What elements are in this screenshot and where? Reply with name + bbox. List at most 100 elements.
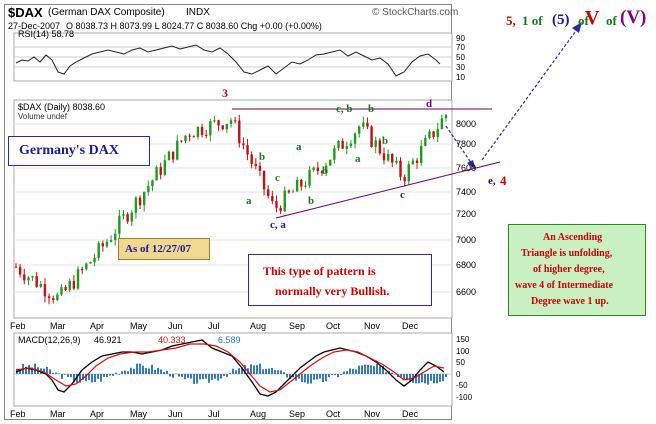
- macd-histogram-bar: [151, 364, 153, 374]
- macd-histogram-bar: [184, 374, 186, 380]
- candle-body: [217, 120, 220, 126]
- macd-histogram-bar: [331, 374, 333, 376]
- macd-histogram-bar: [136, 363, 138, 374]
- candle-body: [250, 154, 253, 164]
- rsi-tick: 50: [456, 53, 465, 62]
- macd-histogram-bar: [208, 374, 210, 383]
- macd-histogram-bar: [241, 367, 243, 374]
- candle-body: [18, 266, 22, 275]
- triangle-bottom-line: [275, 161, 501, 219]
- candle-body: [271, 195, 274, 202]
- top-wave-V: V: [585, 7, 600, 29]
- macd-histogram-bar: [223, 374, 225, 376]
- macd-histogram-bar: [106, 374, 108, 378]
- candle-body: [43, 284, 47, 297]
- macd-tick: 0: [456, 370, 461, 379]
- macd-histogram-bar: [154, 369, 156, 374]
- candle-body: [167, 151, 171, 161]
- candle-body: [333, 148, 336, 160]
- candle-body: [312, 167, 315, 170]
- macd-histogram-bar: [418, 374, 420, 384]
- macd-histogram-bar: [385, 372, 387, 374]
- macd-histogram-bar: [439, 374, 441, 382]
- month-label: Nov: [364, 321, 381, 331]
- macd-histogram-bar: [139, 363, 141, 374]
- macd-histogram-bar: [61, 374, 63, 379]
- candle-body: [204, 134, 208, 136]
- price-candles: [14, 113, 448, 305]
- price-tick: 6600: [456, 287, 477, 297]
- macd-histogram-bar: [391, 372, 393, 374]
- macd-histogram-bar: [436, 374, 438, 384]
- macd-histogram-bar: [334, 374, 336, 376]
- ascending-triangle-note: An Ascending Triangle is unfolding, of h…: [508, 224, 646, 316]
- macd-histogram-bar: [376, 364, 378, 374]
- month-label: Apr: [90, 321, 105, 331]
- candle-body: [114, 233, 117, 240]
- macd-histogram-bar: [58, 373, 60, 374]
- month-label: Nov: [364, 409, 381, 419]
- macd-histogram-bar: [379, 366, 381, 374]
- macd-histogram-bar: [25, 366, 27, 374]
- month-label: Sep: [289, 321, 306, 331]
- candle-body: [126, 214, 129, 222]
- candle-body: [105, 241, 109, 247]
- macd-value-2: 40.333: [158, 335, 186, 345]
- macd-histogram-bar: [157, 367, 159, 374]
- month-label: Dec: [402, 409, 419, 419]
- candle-body: [23, 274, 26, 281]
- candle-body: [386, 153, 390, 161]
- wave-label-d: d: [426, 98, 433, 110]
- macd-histogram-bar: [307, 374, 309, 384]
- wave-label-4: 4: [500, 173, 507, 188]
- candle-body: [329, 159, 332, 166]
- candle-body: [341, 140, 344, 149]
- candle-body: [295, 180, 299, 192]
- candle-body: [287, 190, 291, 193]
- macd-histogram-bar: [67, 374, 69, 377]
- candle-body: [436, 129, 439, 137]
- projection-arrow-down: [445, 125, 473, 165]
- macd-histogram-bar: [46, 366, 48, 374]
- macd-histogram-bar: [262, 369, 264, 374]
- dax-title-box: Germany's DAX: [8, 136, 150, 166]
- wave-label-cb: c, b: [336, 103, 353, 115]
- macd-histogram-bar: [145, 368, 147, 374]
- price-tick: 7000: [456, 235, 477, 245]
- candle-body: [93, 257, 96, 263]
- macd-histogram-bar: [244, 365, 246, 374]
- copyright-text: © StockCharts.com: [372, 7, 459, 18]
- candle-body: [349, 143, 353, 147]
- macd-histogram-bar: [109, 374, 111, 376]
- macd-histogram-bar: [370, 365, 372, 374]
- rsi-line: [15, 44, 441, 77]
- macd-histogram-bar: [355, 369, 357, 374]
- candle-body: [209, 121, 212, 136]
- note-line: Degree wave 1 up.: [531, 296, 609, 307]
- macd-histogram-bar: [430, 374, 432, 381]
- macd-histogram-bar: [31, 367, 33, 374]
- macd-histogram-bar: [229, 373, 231, 374]
- macd-histogram-bar: [277, 370, 279, 374]
- candle-body: [68, 281, 71, 291]
- month-label: May: [130, 409, 148, 419]
- candle-body: [415, 160, 419, 163]
- rsi-tick: 30: [456, 63, 465, 72]
- macd-histogram-bar: [28, 365, 30, 374]
- candle-body: [345, 146, 348, 149]
- wave-label-a: a: [296, 141, 302, 153]
- candle-body: [138, 197, 142, 206]
- macd-histogram-bar: [250, 364, 252, 374]
- macd-histogram-bar: [289, 374, 291, 380]
- candle-body: [428, 131, 431, 138]
- macd-histogram-bar: [403, 374, 405, 379]
- macd-histogram-bar: [343, 371, 345, 374]
- macd-histogram-bar: [214, 374, 216, 379]
- candle-body: [262, 170, 266, 190]
- macd-histogram-bar: [181, 374, 183, 377]
- candle-body: [440, 118, 444, 130]
- candle-body: [101, 243, 105, 247]
- candle-body: [151, 180, 154, 187]
- candle-body: [56, 294, 59, 301]
